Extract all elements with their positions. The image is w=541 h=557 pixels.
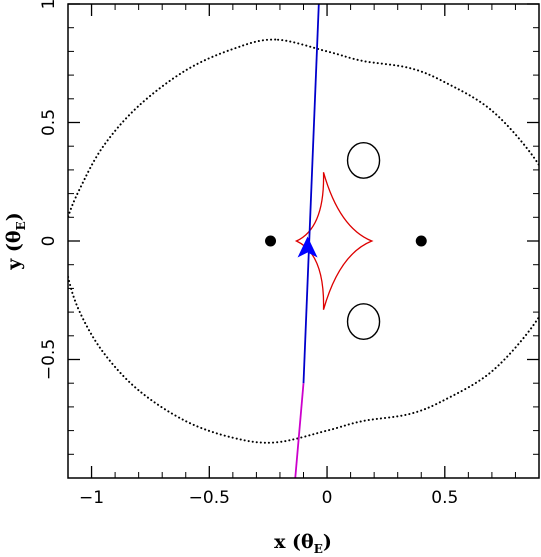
outer-critical-curve — [68, 38, 539, 444]
tick-labels: −1 −0.5 0 0.5 −0.5 0 0.5 1 — [39, 0, 458, 508]
critical-oval-2 — [346, 303, 381, 341]
lens-2 — [415, 235, 427, 247]
trajectory-segment-1 — [294, 383, 305, 478]
caustic-curve — [294, 172, 374, 310]
x-tick-label-2: −0.5 — [189, 488, 230, 508]
y-tick-label-4: 1 — [39, 0, 59, 9]
source-marker — [297, 236, 318, 258]
x-axis-title-close: ) — [323, 531, 332, 553]
y-tick-label-2: 0 — [39, 236, 59, 247]
x-tick-label-4: 0.5 — [431, 488, 458, 508]
critical-oval-1 — [346, 141, 381, 179]
x-axis-title: x (θE) — [274, 531, 332, 556]
axis-ticks — [67, 3, 540, 478]
plot-frame — [67, 3, 540, 479]
x-tick-label-1: −1 — [79, 488, 104, 508]
y-axis-title: y (θE) — [3, 212, 28, 270]
y-axis-title-close: ) — [3, 212, 25, 221]
x-axis-title-main: x (θ — [274, 531, 314, 553]
trajectory-segment-2 — [302, 4, 320, 384]
y-tick-label-3: 0.5 — [39, 109, 59, 136]
x-tick-label-3: 0 — [322, 488, 333, 508]
x-axis-title-sub: E — [314, 542, 323, 556]
y-axis-title-sub: E — [14, 221, 28, 230]
y-axis-title-main: y (θ — [3, 230, 25, 270]
plot-data-layer — [68, 4, 539, 478]
lens-1 — [265, 235, 277, 247]
y-tick-label-1: −0.5 — [39, 339, 59, 380]
